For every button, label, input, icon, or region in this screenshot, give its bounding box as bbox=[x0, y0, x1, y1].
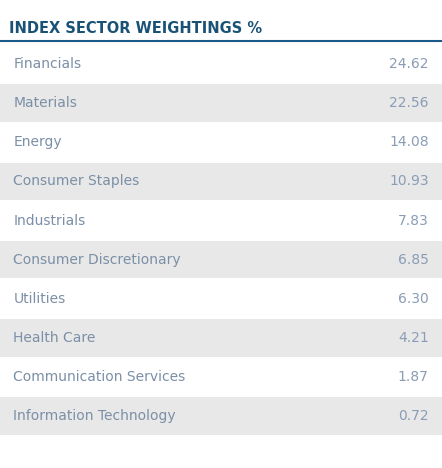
Text: 14.08: 14.08 bbox=[389, 135, 429, 149]
FancyBboxPatch shape bbox=[0, 45, 442, 83]
Text: 6.85: 6.85 bbox=[398, 253, 429, 267]
FancyBboxPatch shape bbox=[0, 358, 442, 396]
Text: 4.21: 4.21 bbox=[398, 331, 429, 345]
Text: Communication Services: Communication Services bbox=[13, 370, 186, 384]
Text: Consumer Discretionary: Consumer Discretionary bbox=[13, 253, 181, 267]
FancyBboxPatch shape bbox=[0, 319, 442, 357]
Text: 24.62: 24.62 bbox=[389, 57, 429, 71]
Text: Information Technology: Information Technology bbox=[13, 409, 176, 423]
FancyBboxPatch shape bbox=[0, 162, 442, 200]
FancyBboxPatch shape bbox=[0, 280, 442, 317]
Text: Consumer Staples: Consumer Staples bbox=[13, 175, 140, 189]
FancyBboxPatch shape bbox=[0, 124, 442, 161]
Text: 22.56: 22.56 bbox=[389, 96, 429, 110]
Text: Health Care: Health Care bbox=[13, 331, 95, 345]
Text: 1.87: 1.87 bbox=[398, 370, 429, 384]
Text: 10.93: 10.93 bbox=[389, 175, 429, 189]
Text: INDEX SECTOR WEIGHTINGS %: INDEX SECTOR WEIGHTINGS % bbox=[9, 21, 262, 36]
Text: Materials: Materials bbox=[13, 96, 77, 110]
Text: Financials: Financials bbox=[13, 57, 81, 71]
Text: Industrials: Industrials bbox=[13, 213, 85, 227]
FancyBboxPatch shape bbox=[0, 84, 442, 122]
Text: Energy: Energy bbox=[13, 135, 62, 149]
FancyBboxPatch shape bbox=[0, 202, 442, 240]
FancyBboxPatch shape bbox=[0, 397, 442, 435]
Text: 7.83: 7.83 bbox=[398, 213, 429, 227]
Text: 6.30: 6.30 bbox=[398, 292, 429, 306]
Text: 0.72: 0.72 bbox=[398, 409, 429, 423]
FancyBboxPatch shape bbox=[0, 241, 442, 278]
Text: Utilities: Utilities bbox=[13, 292, 65, 306]
